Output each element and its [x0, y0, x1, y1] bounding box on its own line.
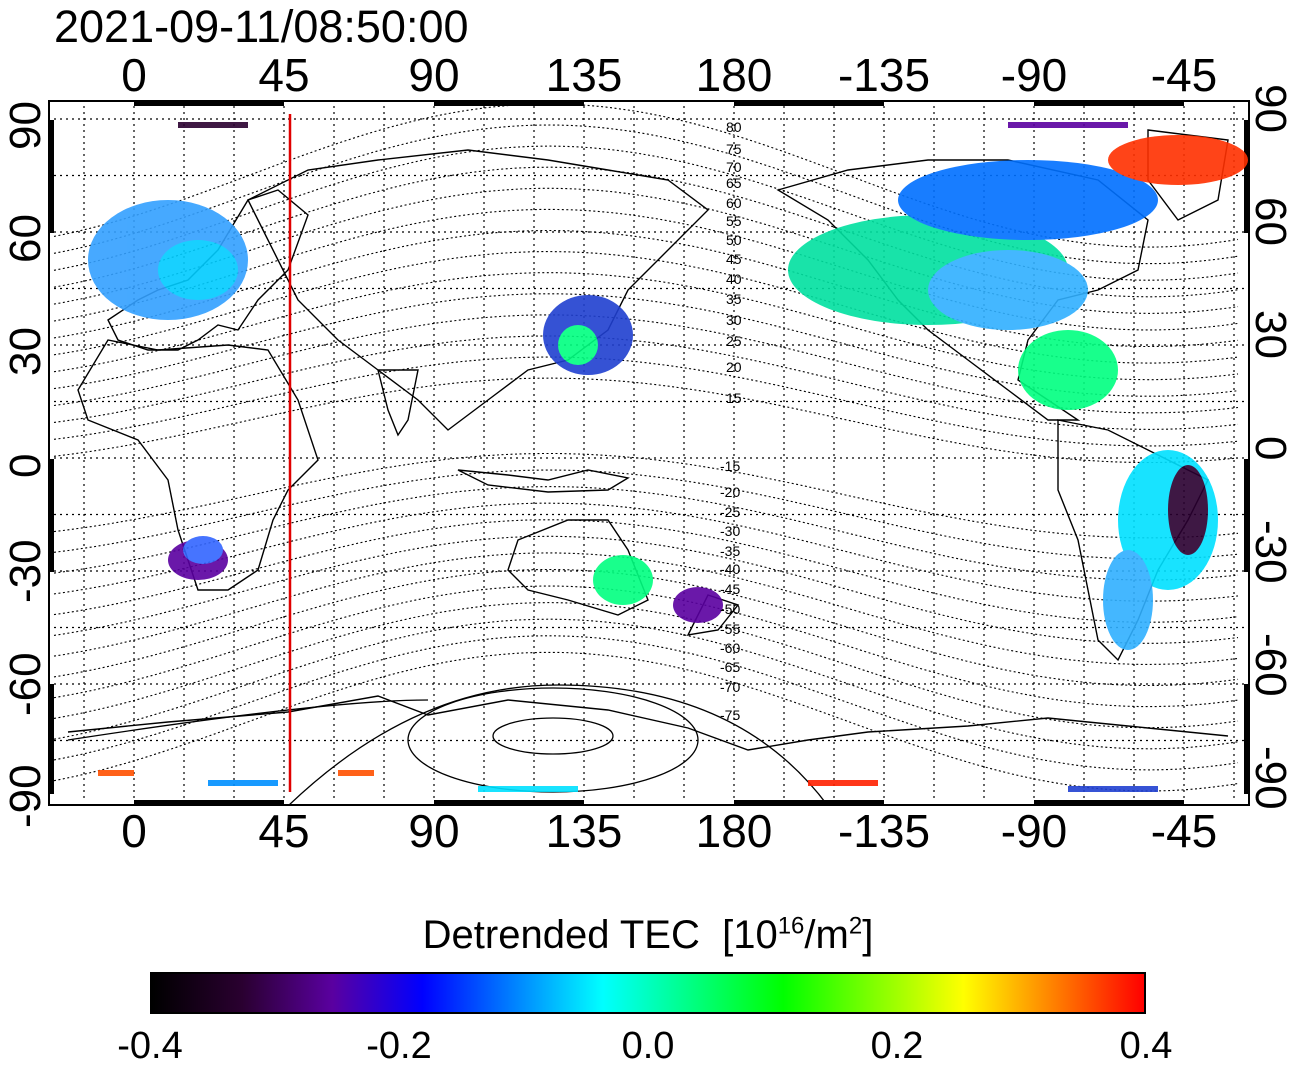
- tec-data-clusters: [88, 122, 1248, 792]
- contour-label: 75: [726, 141, 742, 157]
- lon-label-bottom-m90: -90: [1000, 805, 1068, 857]
- lat-label-right-m30: -30: [1246, 520, 1295, 584]
- contour-label: 45: [726, 251, 742, 267]
- contour-label: -30: [720, 523, 740, 539]
- lon-label-top-90: 90: [408, 49, 460, 101]
- lat-label-left-m60: -60: [1, 652, 50, 716]
- contour-label: -70: [720, 679, 740, 695]
- colorbar-title: Detrended TEC [1016/m2]: [0, 912, 1296, 958]
- colorbar-unit-exponent: 16: [777, 912, 805, 940]
- colorbar-tick-m04: -0.4: [117, 1025, 183, 1067]
- lon-label-bottom-45: 45: [258, 805, 310, 857]
- contour-label: 30: [726, 312, 742, 328]
- lon-label-top-m90: -90: [1000, 49, 1068, 101]
- lon-label-bottom-0: 0: [121, 805, 147, 857]
- lat-label-right-m90: -90: [1246, 746, 1295, 810]
- contour-label: -40: [720, 561, 740, 577]
- lon-label-bottom-135: 135: [545, 805, 623, 857]
- contour-label: 55: [726, 213, 742, 229]
- lat-label-right-m60: -60: [1246, 633, 1295, 697]
- contour-label: -50: [720, 601, 740, 617]
- contour-label: -55: [720, 621, 740, 637]
- lon-label-bottom-180: 180: [695, 805, 773, 857]
- lon-label-bottom-90: 90: [408, 805, 460, 857]
- lat-label-left-m30: -30: [1, 539, 50, 603]
- contour-label: 80: [726, 119, 742, 135]
- lat-label-left-30: 30: [1, 327, 50, 376]
- lon-label-top-45: 45: [258, 49, 310, 101]
- map-timestamp: 2021-09-11/08:50:00: [54, 1, 469, 52]
- lon-label-top-m45: -45: [1150, 49, 1218, 101]
- colorbar-unit-mid: /m: [804, 913, 849, 957]
- lat-label-right-0: 0: [1246, 436, 1295, 461]
- lon-label-bottom-m45: -45: [1150, 805, 1218, 857]
- contour-label: 65: [726, 175, 742, 191]
- lat-label-left-0: 0: [1, 453, 50, 478]
- contour-label: 35: [726, 291, 742, 307]
- contour-label: -45: [720, 581, 740, 597]
- colorbar-unit-open: [10: [722, 913, 778, 957]
- lon-label-bottom-m135: -135: [837, 805, 931, 857]
- lat-label-right-90: 90: [1246, 84, 1295, 133]
- contour-label: 15: [726, 390, 742, 406]
- contour-label: 70: [726, 159, 742, 175]
- contour-label: 40: [726, 271, 742, 287]
- contour-label: -25: [720, 504, 740, 520]
- contour-label: 60: [726, 195, 742, 211]
- map-gridlines: [54, 106, 1244, 800]
- contour-label: 20: [726, 359, 742, 375]
- colorbar-tick-m02: -0.2: [366, 1025, 432, 1067]
- lat-label-right-60: 60: [1246, 197, 1295, 246]
- lon-label-top-135: 135: [545, 49, 623, 101]
- lon-label-top-m135: -135: [837, 49, 931, 101]
- contour-label: -15: [720, 458, 740, 474]
- colorbar-tick-00: 0.0: [621, 1025, 675, 1067]
- contour-label: -20: [720, 484, 740, 500]
- contour-label: -60: [720, 640, 740, 656]
- lat-label-left-60: 60: [1, 214, 50, 263]
- colorbar-tick-02: 0.2: [870, 1025, 924, 1067]
- colorbar-tick-04: 0.4: [1119, 1025, 1173, 1067]
- contour-label: 50: [726, 232, 742, 248]
- colorbar-title-main: Detrended TEC: [422, 913, 700, 957]
- lat-label-left-m90: -90: [1, 764, 50, 828]
- contour-label: -35: [720, 543, 740, 559]
- axis-bars: [48, 100, 1250, 806]
- contour-label: 25: [726, 333, 742, 349]
- lon-label-top-180: 180: [695, 49, 773, 101]
- colorbar-gradient: [150, 972, 1146, 1014]
- contour-label: -65: [720, 659, 740, 675]
- colorbar-unit-close: ]: [862, 913, 874, 957]
- colorbar-unit-exponent-2: 2: [848, 912, 863, 940]
- contour-label: -75: [720, 707, 740, 723]
- lat-label-left-90: 90: [1, 101, 50, 150]
- lon-label-top-0: 0: [121, 49, 147, 101]
- lat-label-right-30: 30: [1246, 310, 1295, 359]
